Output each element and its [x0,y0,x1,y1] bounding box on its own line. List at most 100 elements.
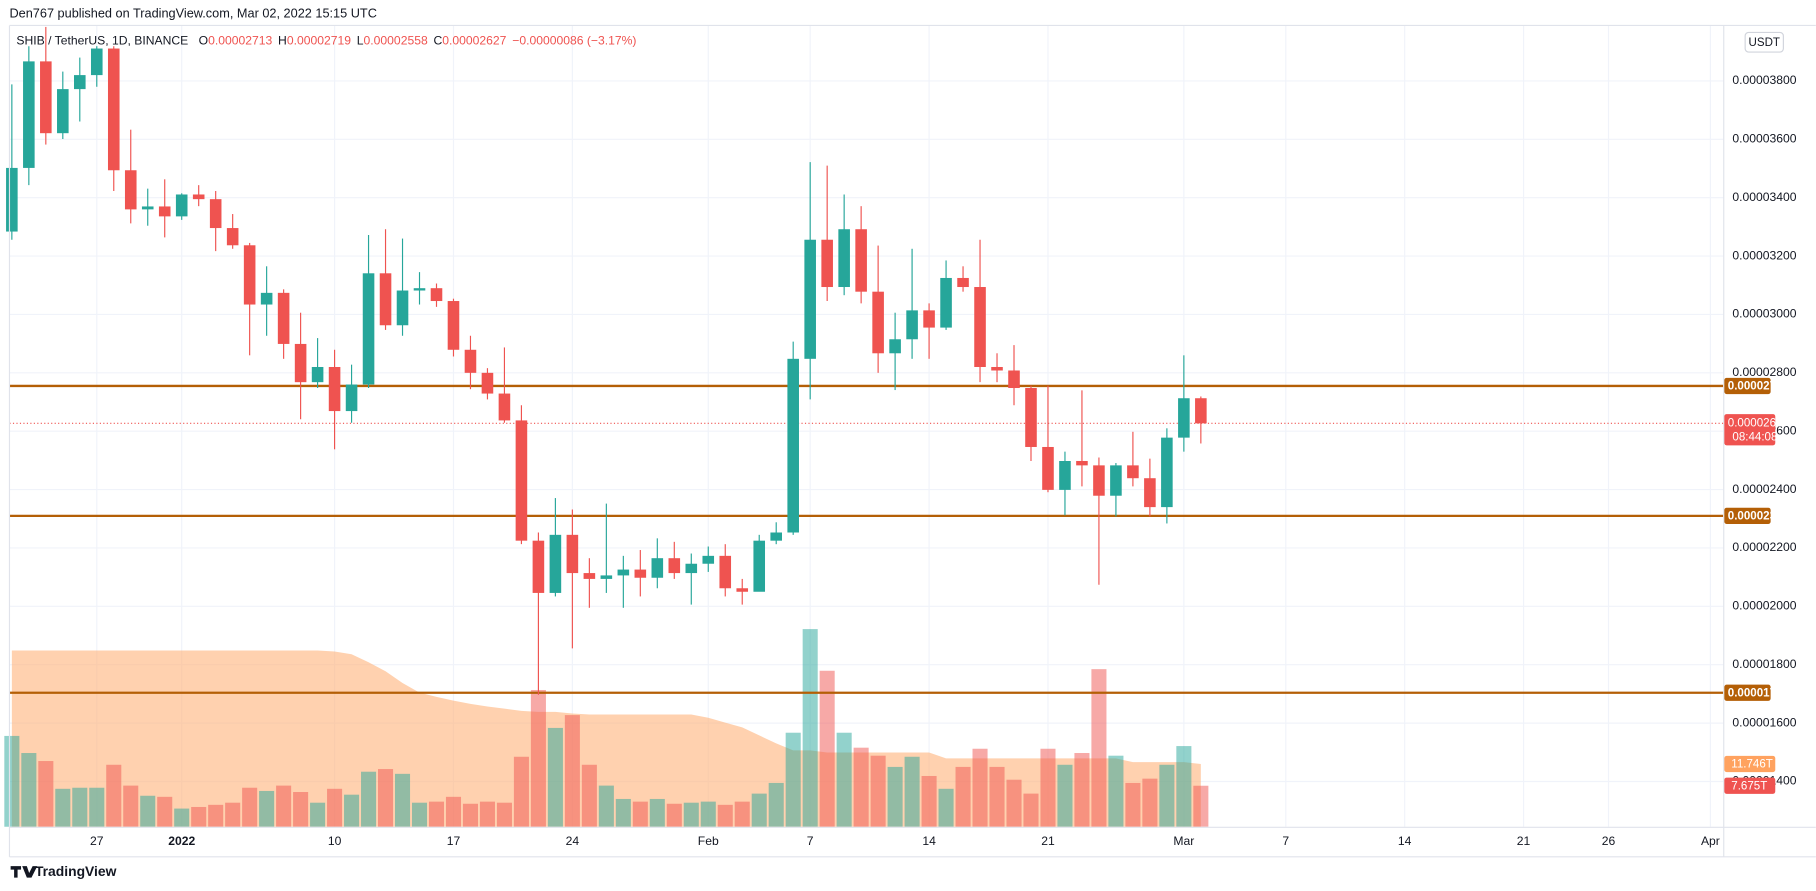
candle-body [124,170,137,210]
volume-bar [1125,782,1141,827]
volume-bar [225,802,241,827]
legend-key: O [199,34,208,48]
candle-body [226,228,239,246]
volume-bar [547,727,563,827]
volume-bar [55,788,71,827]
y-tick-label: 0.00002800 [1732,365,1796,379]
volume-bar [785,732,801,827]
candle-body [1076,460,1088,466]
candle-body [481,372,494,394]
candle-body [277,292,290,344]
volume-bar [564,715,580,827]
volume-bar [1176,746,1192,827]
volume-bar [734,801,750,827]
candle-body [583,573,596,579]
symbol: SHIB / TetherUS, 1D, BINANCE [16,34,188,48]
volume-bar [140,795,156,827]
volume-bar [106,764,122,827]
candle-body [974,287,986,367]
level-label: 0.00002755 [1728,381,1790,393]
y-tick-label: 0.00001600 [1732,715,1796,729]
y-tick-label: 0.00002200 [1732,540,1796,554]
volume-bar [598,785,614,827]
volume-bar [615,798,631,827]
candle-body [158,206,171,217]
candle-body [957,277,969,288]
y-tick-label: 0.00003000 [1732,307,1796,321]
volume-bar [1193,785,1209,827]
last-price-bg [1724,414,1776,446]
volume-bar [836,732,852,827]
volume-bar [972,748,988,827]
x-tick-label: Mar [1173,834,1194,848]
volume-bar [72,787,88,827]
volume-bar [938,788,954,827]
time-axis-bg [0,827,1816,857]
volume-bar [1023,793,1039,827]
volume-bar [462,803,478,827]
candle-body [6,167,18,232]
volume-bar [513,756,529,827]
candle-body [141,206,154,210]
volume-ma-label-bg [1724,755,1776,773]
candle-body [940,277,952,328]
currency[interactable]: USDT [1749,37,1780,49]
volume-bar [157,796,173,827]
candle-body [685,563,698,574]
x-tick-label: 14 [922,834,936,848]
brand-logo [10,866,38,878]
axes: 0.000014000.000016000.000018000.00002000… [90,73,1797,848]
volume-bar [921,775,937,827]
y-tick-label: 0.00003600 [1732,132,1796,146]
candle-body [549,534,562,593]
legend-change: −0.00000086 (−3.17%) [512,34,636,48]
candle-body [1059,460,1071,490]
level-label: 0.00002310 [1728,511,1789,523]
volume-bar [123,785,139,827]
level-label: 0.00001704 [1728,687,1790,699]
legend-key: L [357,34,364,48]
volume-bar [666,803,682,827]
candle-body [855,229,867,292]
volume-bar [904,756,920,827]
candle-body [1127,465,1139,479]
candle-body [668,558,681,574]
volume-bar [683,802,699,827]
candle-body [1161,437,1173,508]
volume-bar [955,766,971,827]
volume-bar [1159,764,1175,827]
candle-body [192,194,205,200]
volume-bar [581,764,597,827]
y-tick-label: 0.00001800 [1732,657,1796,671]
candle-body [1195,398,1207,424]
volume-ma-area [11,650,1201,827]
candle-body [1093,465,1105,496]
candle-body [651,558,664,578]
volume-bar [1091,669,1107,827]
candle-body [991,366,1003,371]
volume-bar [989,766,1005,827]
candle-body [1110,465,1122,496]
volume-bar [530,689,546,827]
currency-box[interactable] [1744,31,1784,53]
legend-value: 0.00002713 [208,34,272,48]
volume-bar [1108,755,1124,827]
x-tick-label: 7 [807,834,814,848]
symbol-legend: SHIB / TetherUS, 1D, BINANCE O0.00002713 H… [16,34,636,48]
candle-body [413,288,426,291]
x-tick-label: 7 [1282,834,1289,848]
volume-bar [700,801,716,827]
volume-bar [1040,748,1056,827]
volume-bar [259,790,275,827]
candles [6,26,1207,695]
candle-body [175,194,188,217]
publisher: Den767 published on TradingView.com, Mar… [9,5,376,20]
last-price-label: 0.00002627 [1728,417,1789,429]
candle-body [311,366,324,383]
candle-body [447,301,460,350]
candle-body [906,310,918,340]
candle-body [889,339,901,354]
candle-body [464,349,477,373]
volume-bar [191,806,207,827]
